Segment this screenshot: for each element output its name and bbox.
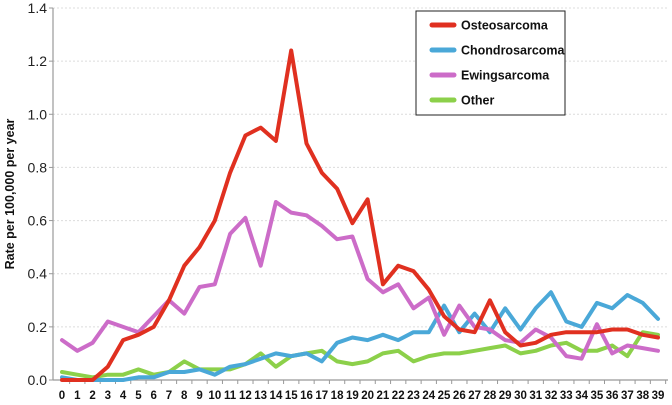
- x-tick-label: 39: [652, 390, 665, 402]
- series-line-chondrosarcoma: [60, 290, 660, 382]
- y-tick-label: 1.2: [28, 53, 48, 69]
- x-tick-label: 19: [346, 390, 359, 402]
- x-tick-label: 9: [196, 390, 202, 402]
- x-tick-label: 34: [575, 390, 588, 402]
- x-tick-label: 14: [270, 390, 283, 402]
- x-tick-label: 8: [181, 390, 188, 402]
- y-axis-label: Rate per 100,000 per year: [3, 118, 17, 269]
- x-tick-label: 30: [514, 390, 527, 402]
- x-tick-labels: 0 1 2 3 4 5 6 7 8 9 10 11 12 13 14 15 16 17 18 19 20 21 22 23 24…: [59, 390, 665, 402]
- x-tick-label: 28: [483, 390, 496, 402]
- y-tick-label: 0.6: [28, 213, 48, 229]
- x-tick-label: 23: [407, 390, 420, 402]
- x-tick-label: 5: [135, 390, 142, 402]
- legend-label: Ewingsarcoma: [461, 69, 550, 83]
- x-tick-label: 31: [529, 390, 542, 402]
- y-tick-labels: 0.0 0.2 0.4 0.6 0.8 1.0 1.2 1.4: [28, 0, 48, 388]
- x-tick-label: 37: [621, 390, 634, 402]
- x-tick-label: 18: [331, 390, 344, 402]
- x-tick-label: 16: [300, 390, 313, 402]
- series-lines: [60, 48, 660, 382]
- x-tick-label: 20: [361, 390, 374, 402]
- legend-label: Osteosarcoma: [461, 19, 549, 33]
- legend-item-other: Other: [429, 94, 494, 108]
- x-tick-label: 38: [636, 390, 649, 402]
- x-tick-label: 36: [606, 390, 619, 402]
- x-tick-label: 32: [545, 390, 558, 402]
- legend-label: Other: [461, 94, 494, 108]
- x-tick-label: 12: [239, 390, 252, 402]
- x-tick-label: 17: [315, 390, 328, 402]
- x-tick-label: 25: [438, 390, 451, 402]
- gridlines: [53, 7, 668, 328]
- x-tick-label: 22: [392, 390, 405, 402]
- legend: Osteosarcoma Chondrosarcoma Ewingsarcoma Ot…: [415, 10, 566, 116]
- y-tick-label: 0.8: [28, 159, 48, 175]
- legend-label: Chondrosarcoma: [461, 44, 566, 58]
- x-tick-label: 3: [105, 390, 111, 402]
- x-tick-label: 11: [224, 390, 237, 402]
- x-tick-label: 15: [285, 390, 298, 402]
- x-tick-label: 6: [150, 390, 156, 402]
- x-tick-label: 26: [453, 390, 466, 402]
- series-line-ewingsarcoma: [60, 200, 660, 361]
- legend-item-ewingsarcoma: Ewingsarcoma: [429, 69, 550, 83]
- x-tick-label: 2: [89, 390, 95, 402]
- y-tick-label: 0.0: [28, 372, 48, 388]
- y-tick-label: 0.4: [28, 266, 48, 282]
- x-tick-label: 29: [499, 390, 512, 402]
- x-tick-label: 13: [254, 390, 267, 402]
- y-tick-label: 1.0: [28, 106, 48, 122]
- x-tick-label: 27: [468, 390, 481, 402]
- x-tick-label: 21: [377, 390, 390, 402]
- x-tick-label: 1: [74, 390, 81, 402]
- x-tick-label: 7: [166, 390, 172, 402]
- legend-item-chondrosarcoma: Chondrosarcoma: [429, 44, 566, 58]
- x-tick-label: 35: [590, 390, 603, 402]
- x-tick-label: 10: [208, 390, 221, 402]
- series-line-osteosarcoma: [60, 48, 660, 382]
- y-tick-label: 0.2: [28, 319, 48, 335]
- x-tick-label: 4: [120, 390, 127, 402]
- y-tick-label: 1.4: [28, 0, 48, 16]
- x-tick-label: 33: [560, 390, 573, 402]
- x-tick-label: 0: [59, 390, 65, 402]
- x-tick-label: 24: [422, 390, 435, 402]
- legend-item-osteosarcoma: Osteosarcoma: [429, 19, 549, 33]
